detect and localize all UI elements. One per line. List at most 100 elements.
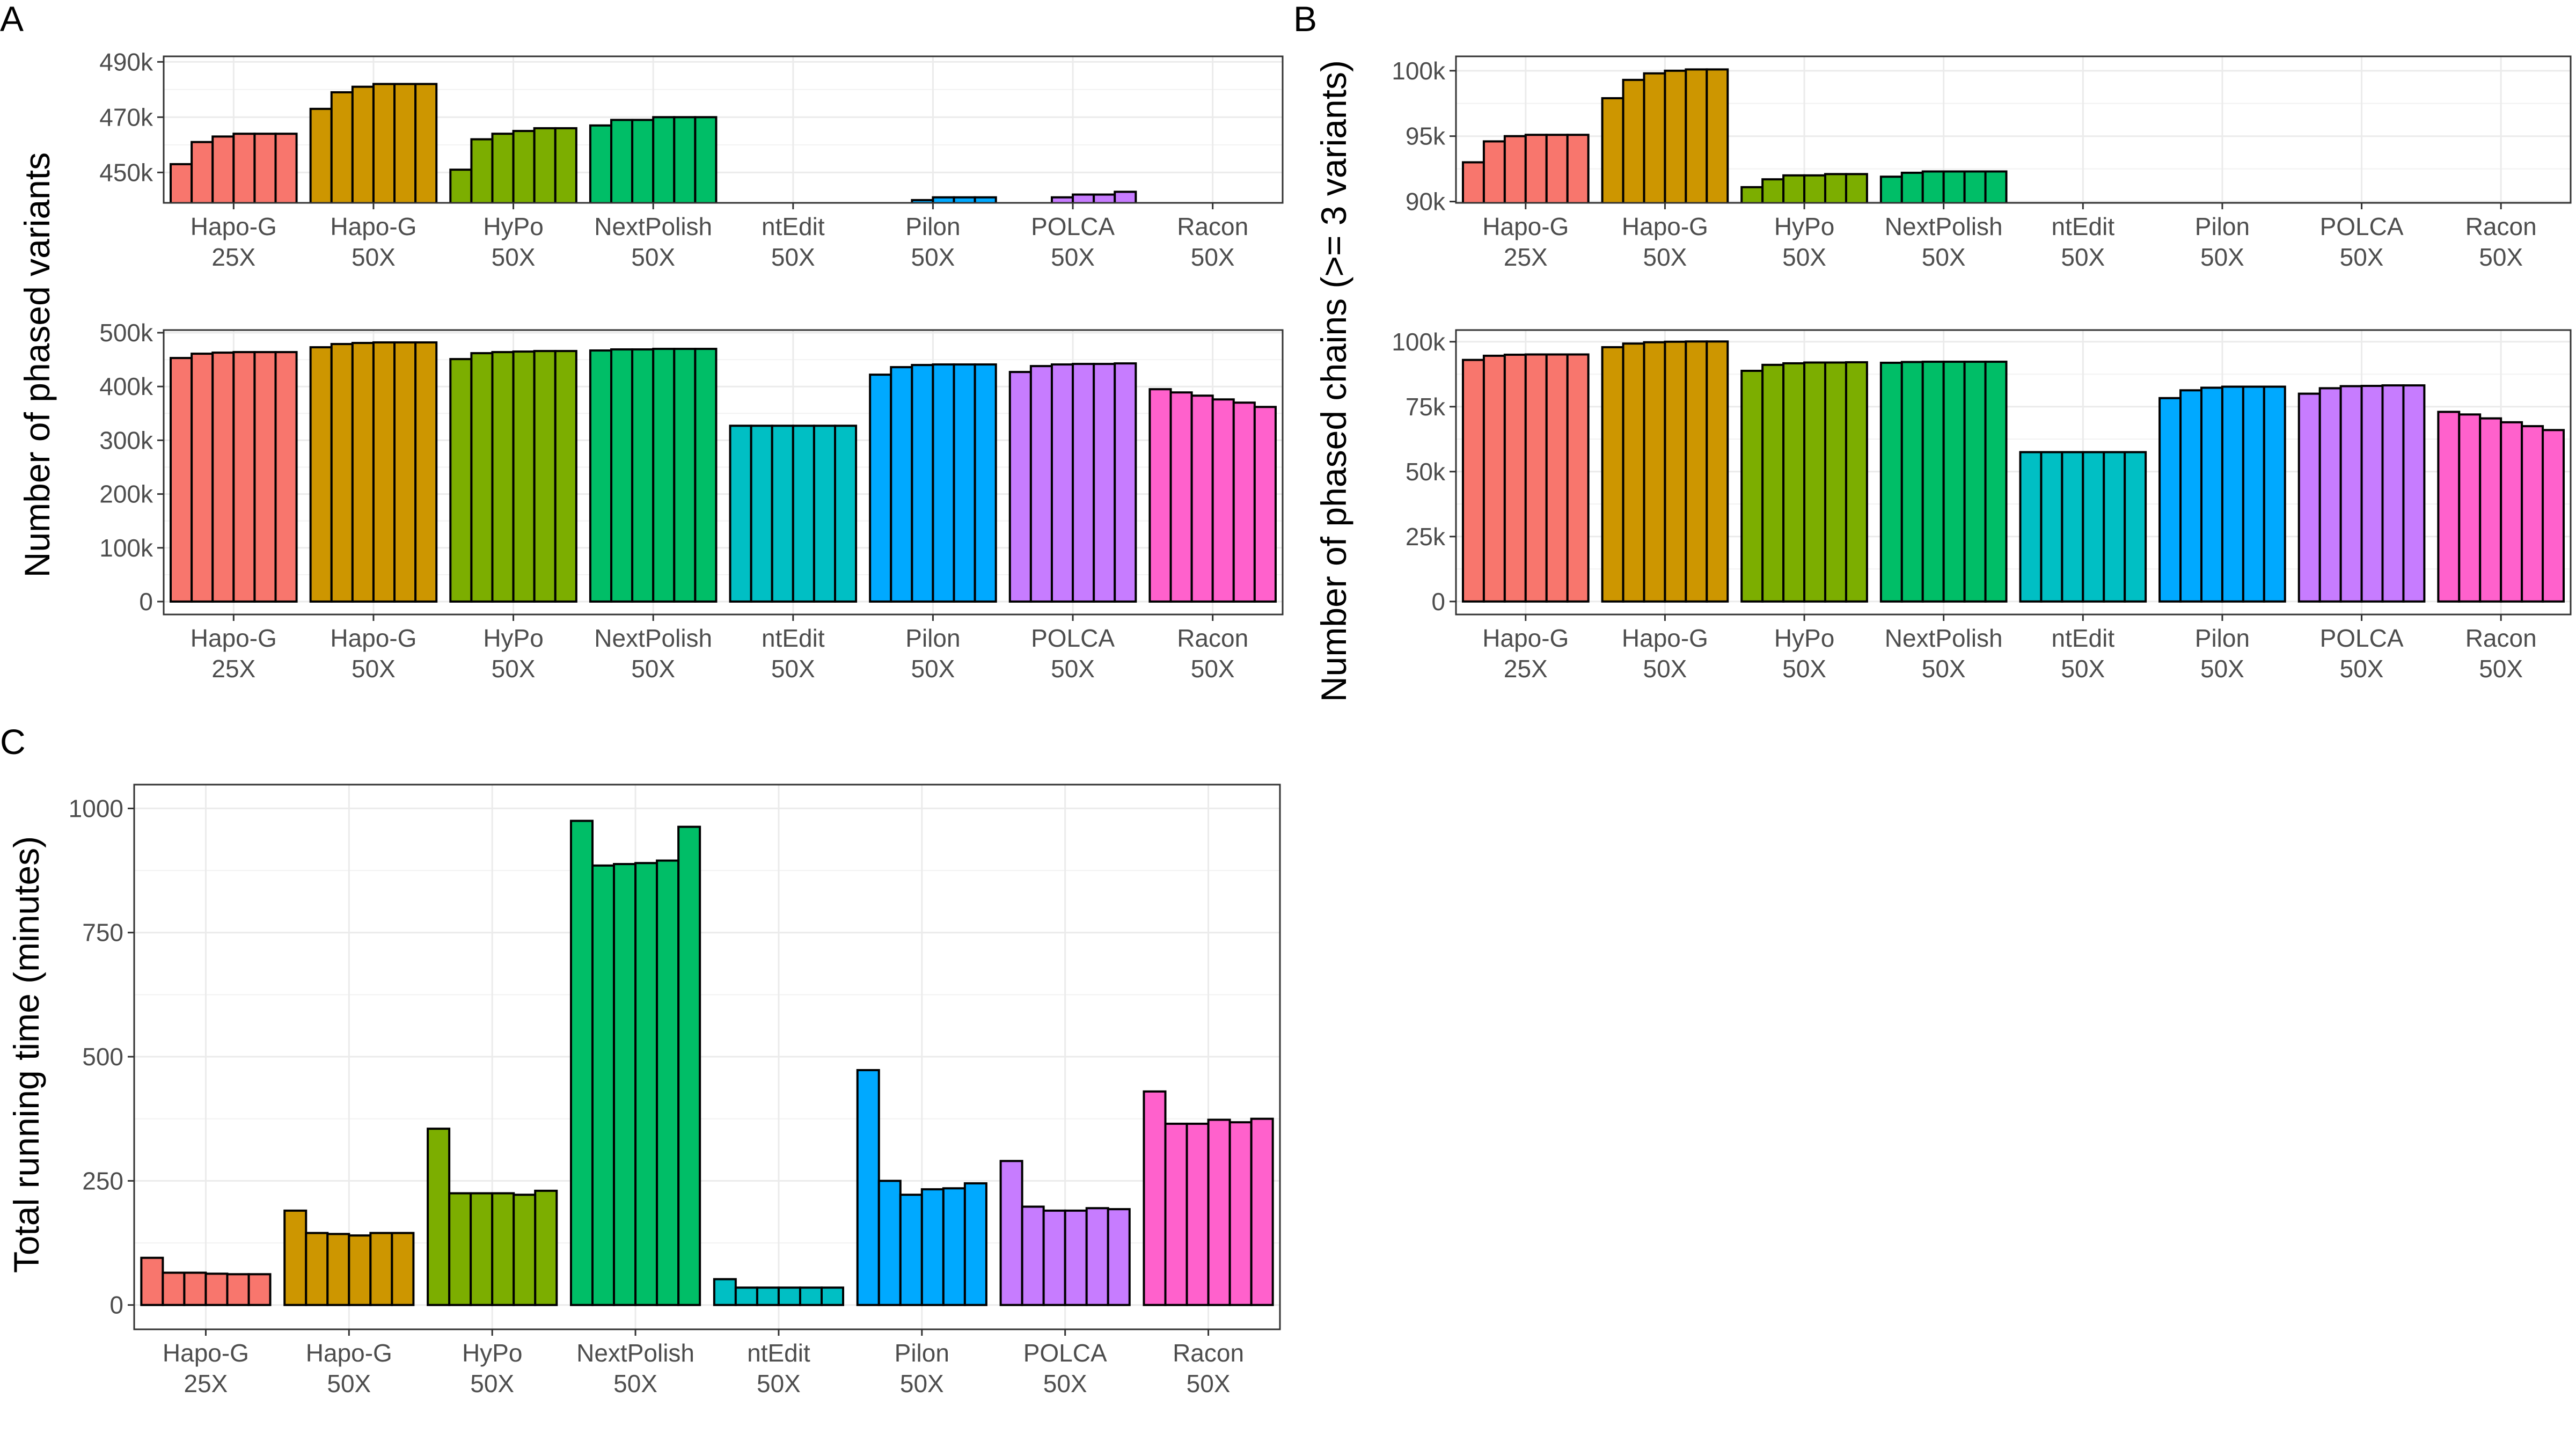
bar-racon-50x-5 <box>1228 1121 1253 1306</box>
bar-hapo-g-25x-5 <box>253 133 277 203</box>
bar-racon-50x-4 <box>2500 421 2523 603</box>
bar-nextpolish-50x-2 <box>610 348 634 603</box>
bar-hypo-50x-1 <box>1740 186 1764 203</box>
bar-hapo-g-50x-2 <box>330 343 354 603</box>
bar-ntedit-50x-5 <box>2103 451 2126 603</box>
bar-hapo-g-50x-2 <box>1622 342 1645 603</box>
x-tick-label-coverage: 50X <box>2340 655 2384 683</box>
panel-b-full-bars <box>1461 340 2565 603</box>
bar-hapo-g-50x-6 <box>1706 340 1729 603</box>
bar-hypo-50x-6 <box>534 1189 558 1306</box>
bar-polca-50x-5 <box>1093 363 1116 603</box>
panel-c-y-axis-title: Total running time (minutes) <box>6 836 46 1273</box>
bar-polca-50x-2 <box>2318 387 2342 603</box>
bar-hapo-g-50x-5 <box>1685 68 1708 203</box>
x-tick-label-coverage: 50X <box>470 1370 514 1397</box>
x-tick-label-coverage: 50X <box>1922 243 1966 271</box>
bar-nextpolish-50x-6 <box>1984 361 2008 603</box>
bar-polca-50x-4 <box>2360 385 2384 603</box>
y-tick-label: 300k <box>99 426 153 454</box>
x-tick-label-tool: POLCA <box>1023 1339 1107 1367</box>
bar-nextpolish-50x-3 <box>631 348 655 603</box>
x-tick-label-tool: Racon <box>1177 624 1248 652</box>
x-tick-label-tool: Pilon <box>895 1339 949 1367</box>
bar-hypo-50x-3 <box>470 1192 494 1306</box>
panel-border <box>1455 329 2572 616</box>
bar-ntedit-50x-3 <box>2062 627 2083 1379</box>
x-tick-label-tool: NextPolish <box>1885 213 2003 240</box>
bar-hapo-g-50x-6 <box>1706 68 1729 203</box>
bar-hapo-g-25x-4 <box>232 133 256 203</box>
y-tick-label: 75k <box>1406 393 1446 421</box>
bar-racon-50x-1 <box>1143 1090 1167 1306</box>
bar-racon-50x-2 <box>1164 1122 1188 1306</box>
bar-hypo-50x-2 <box>470 138 494 203</box>
panel-border <box>133 784 1281 1330</box>
bar-hapo-g-25x-5 <box>226 1273 250 1306</box>
y-tick-label: 100k <box>1392 57 1446 85</box>
bar-hapo-g-25x-4 <box>1524 134 1548 203</box>
bar-pilon-50x-4 <box>932 363 955 603</box>
bar-pilon-50x-5 <box>953 363 976 603</box>
y-tick-label: 0 <box>139 588 153 616</box>
bar-hapo-g-50x-3 <box>1643 341 1666 603</box>
bar-polca-50x-5 <box>1085 1207 1109 1306</box>
bar-hapo-g-25x-3 <box>1503 353 1527 603</box>
bar-hapo-g-25x-6 <box>1566 353 1590 603</box>
bar-ntedit-50x-3 <box>771 425 794 603</box>
bar-hapo-g-50x-6 <box>414 341 438 603</box>
bar-nextpolish-50x-5 <box>673 348 697 603</box>
bar-hypo-50x-3 <box>491 351 515 603</box>
bar-hapo-g-50x-3 <box>351 85 375 203</box>
y-tick-label: 90k <box>1406 188 1446 216</box>
bar-polca-50x-2 <box>1021 1205 1045 1306</box>
x-tick-label-tool: NextPolish <box>594 624 712 652</box>
bar-racon-50x-5 <box>1232 401 1256 603</box>
x-tick-label-coverage: 25X <box>1504 243 1548 271</box>
bar-polca-50x-3 <box>2339 385 2363 603</box>
panel-c-bars <box>140 819 1274 1306</box>
y-tick-label: 50k <box>1406 458 1446 486</box>
bar-hypo-50x-3 <box>1782 362 1806 603</box>
bar-polca-50x-3 <box>1042 1209 1066 1306</box>
y-tick-label: 100k <box>1392 328 1446 356</box>
bar-pilon-50x-3 <box>2200 386 2223 603</box>
bar-hapo-g-25x-5 <box>1545 353 1569 603</box>
bar-nextpolish-50x-3 <box>1921 361 1945 603</box>
bar-hapo-g-50x-1 <box>309 346 333 603</box>
x-tick-label-coverage: 50X <box>1782 655 1826 683</box>
bar-pilon-50x-4 <box>932 196 955 203</box>
bar-hapo-g-50x-2 <box>305 1232 329 1306</box>
bar-ntedit-50x-2 <box>750 425 773 603</box>
x-tick-label-tool: Racon <box>2465 624 2537 652</box>
bar-ntedit-50x-5 <box>813 425 836 603</box>
bar-nextpolish-50x-1 <box>1879 175 1903 203</box>
bar-ntedit-50x-3 <box>2061 451 2084 603</box>
x-tick-label-coverage: 50X <box>2479 655 2523 683</box>
x-tick-label-coverage: 50X <box>1187 1370 1231 1397</box>
panel-a-label: A <box>0 0 24 39</box>
x-tick-label-coverage: 50X <box>2479 243 2523 271</box>
bar-pilon-50x-1 <box>856 1069 880 1306</box>
x-tick-label-tool: POLCA <box>1031 213 1115 240</box>
x-tick-label-coverage: 50X <box>631 243 675 271</box>
bar-nextpolish-50x-4 <box>652 116 676 203</box>
bar-racon-50x-3 <box>2479 417 2502 603</box>
bar-hypo-50x-1 <box>449 169 473 203</box>
bar-nextpolish-50x-3 <box>613 863 637 1306</box>
x-tick-label-coverage: 50X <box>1043 1370 1087 1397</box>
bar-hypo-50x-3 <box>491 133 515 203</box>
bar-racon-50x-6 <box>1250 1117 1274 1306</box>
bar-racon-50x-5 <box>2521 425 2544 603</box>
bar-hapo-g-25x-6 <box>274 351 298 603</box>
panel-a-full-plot: 0 100k 200k 300k 400k 500k Hapo-G 25X Hapo-G 50X H… <box>99 319 1284 683</box>
bar-ntedit-50x-2 <box>2041 627 2062 1379</box>
panel-b-zoom-plot: 90k 95k 100k Hapo-G 25X Hapo-G 50X HyPo 50X NextP… <box>1392 55 2572 1379</box>
x-tick-label-tool: Pilon <box>2195 624 2250 652</box>
x-tick-label-coverage: 50X <box>771 243 815 271</box>
bar-ntedit-50x-6 <box>835 513 856 1416</box>
panel-b-label: B <box>1293 0 1317 39</box>
x-tick-label-tool: Hapo-G <box>1482 624 1569 652</box>
bar-hapo-g-25x-4 <box>232 351 256 603</box>
bar-ntedit-50x-1 <box>729 425 752 603</box>
